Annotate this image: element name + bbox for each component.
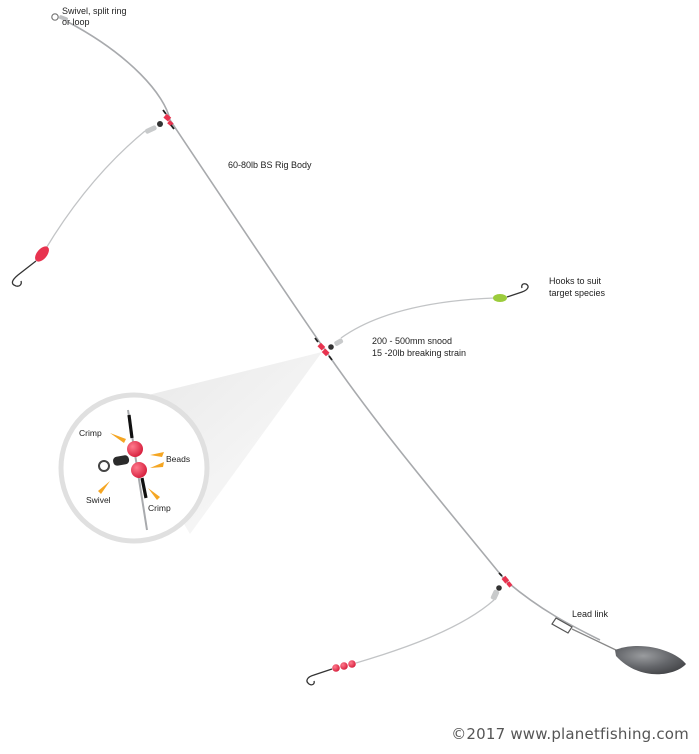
- inset-beads-label: Beads: [166, 454, 190, 464]
- middle-junction: [314, 283, 529, 361]
- bead-icon: [127, 441, 143, 457]
- bead-icon: [332, 664, 340, 672]
- bead-icon: [340, 662, 348, 670]
- snood-label-2: 15 -20lb breaking strain: [372, 348, 466, 358]
- lead-link-label: Lead link: [572, 609, 609, 619]
- bead-icon: [35, 246, 49, 262]
- swivel-pointer: [98, 481, 110, 494]
- inset-crimp-top-label: Crimp: [79, 428, 102, 438]
- crimp-pointer: [110, 433, 126, 443]
- swivel-icon: [51, 13, 68, 22]
- hooks-label-1: Hooks to suit: [549, 276, 602, 286]
- magnifier-inset: Crimp Beads Swivel Crimp: [58, 392, 210, 544]
- copyright-text: ©2017 www.planetfishing.com: [451, 725, 689, 743]
- beads-pointer: [150, 462, 164, 468]
- beads-pointer: [150, 452, 164, 457]
- crimp-icon: [140, 477, 148, 499]
- snood-label-1: 200 - 500mm snood: [372, 336, 452, 346]
- swivel-top-label-2: or loop: [62, 17, 90, 27]
- hooks-label-2: target species: [549, 288, 606, 298]
- swivel-icon: [98, 460, 110, 472]
- bead-icon: [131, 462, 147, 478]
- inset-crimp-bottom-label: Crimp: [148, 503, 171, 513]
- crimp-icon: [127, 414, 134, 439]
- rig-body-line: [67, 21, 601, 641]
- bead-icon: [348, 660, 356, 668]
- upper-dropper: [11, 109, 175, 287]
- lower-dropper: [306, 572, 513, 686]
- hook-icon: [506, 283, 529, 298]
- inset-swivel-label: Swivel: [86, 495, 111, 505]
- hook-icon: [306, 668, 333, 686]
- lead-weight-icon: [551, 617, 686, 675]
- swivel-top-label-1: Swivel, split ring: [62, 6, 127, 16]
- crimp-pointer: [148, 488, 160, 500]
- rig-body-label: 60-80lb BS Rig Body: [228, 160, 312, 170]
- bead-icon: [493, 294, 507, 302]
- hook-icon: [11, 260, 37, 287]
